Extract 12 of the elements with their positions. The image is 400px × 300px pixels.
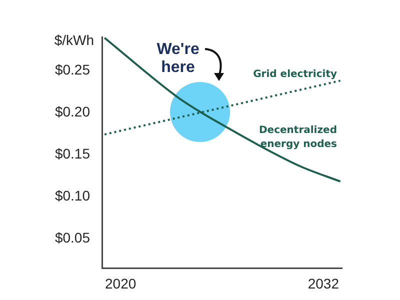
y-axis-title: $/kWh xyxy=(54,32,94,48)
x-tick-label: 2032 xyxy=(308,275,340,292)
y-tick-label: $0.10 xyxy=(54,187,90,204)
y-tick-label: $0.05 xyxy=(54,229,90,246)
line-series xyxy=(104,37,342,182)
series-label: Decentralized energy nodes xyxy=(259,125,338,150)
series-label: Grid electricity xyxy=(253,69,338,80)
annotation: We're here xyxy=(156,40,200,76)
x-tick-label: 2020 xyxy=(105,275,136,292)
y-tick-label: $0.15 xyxy=(54,145,90,162)
y-tick-label: $0.20 xyxy=(54,103,90,120)
y-tick-label: $0.25 xyxy=(54,61,90,78)
